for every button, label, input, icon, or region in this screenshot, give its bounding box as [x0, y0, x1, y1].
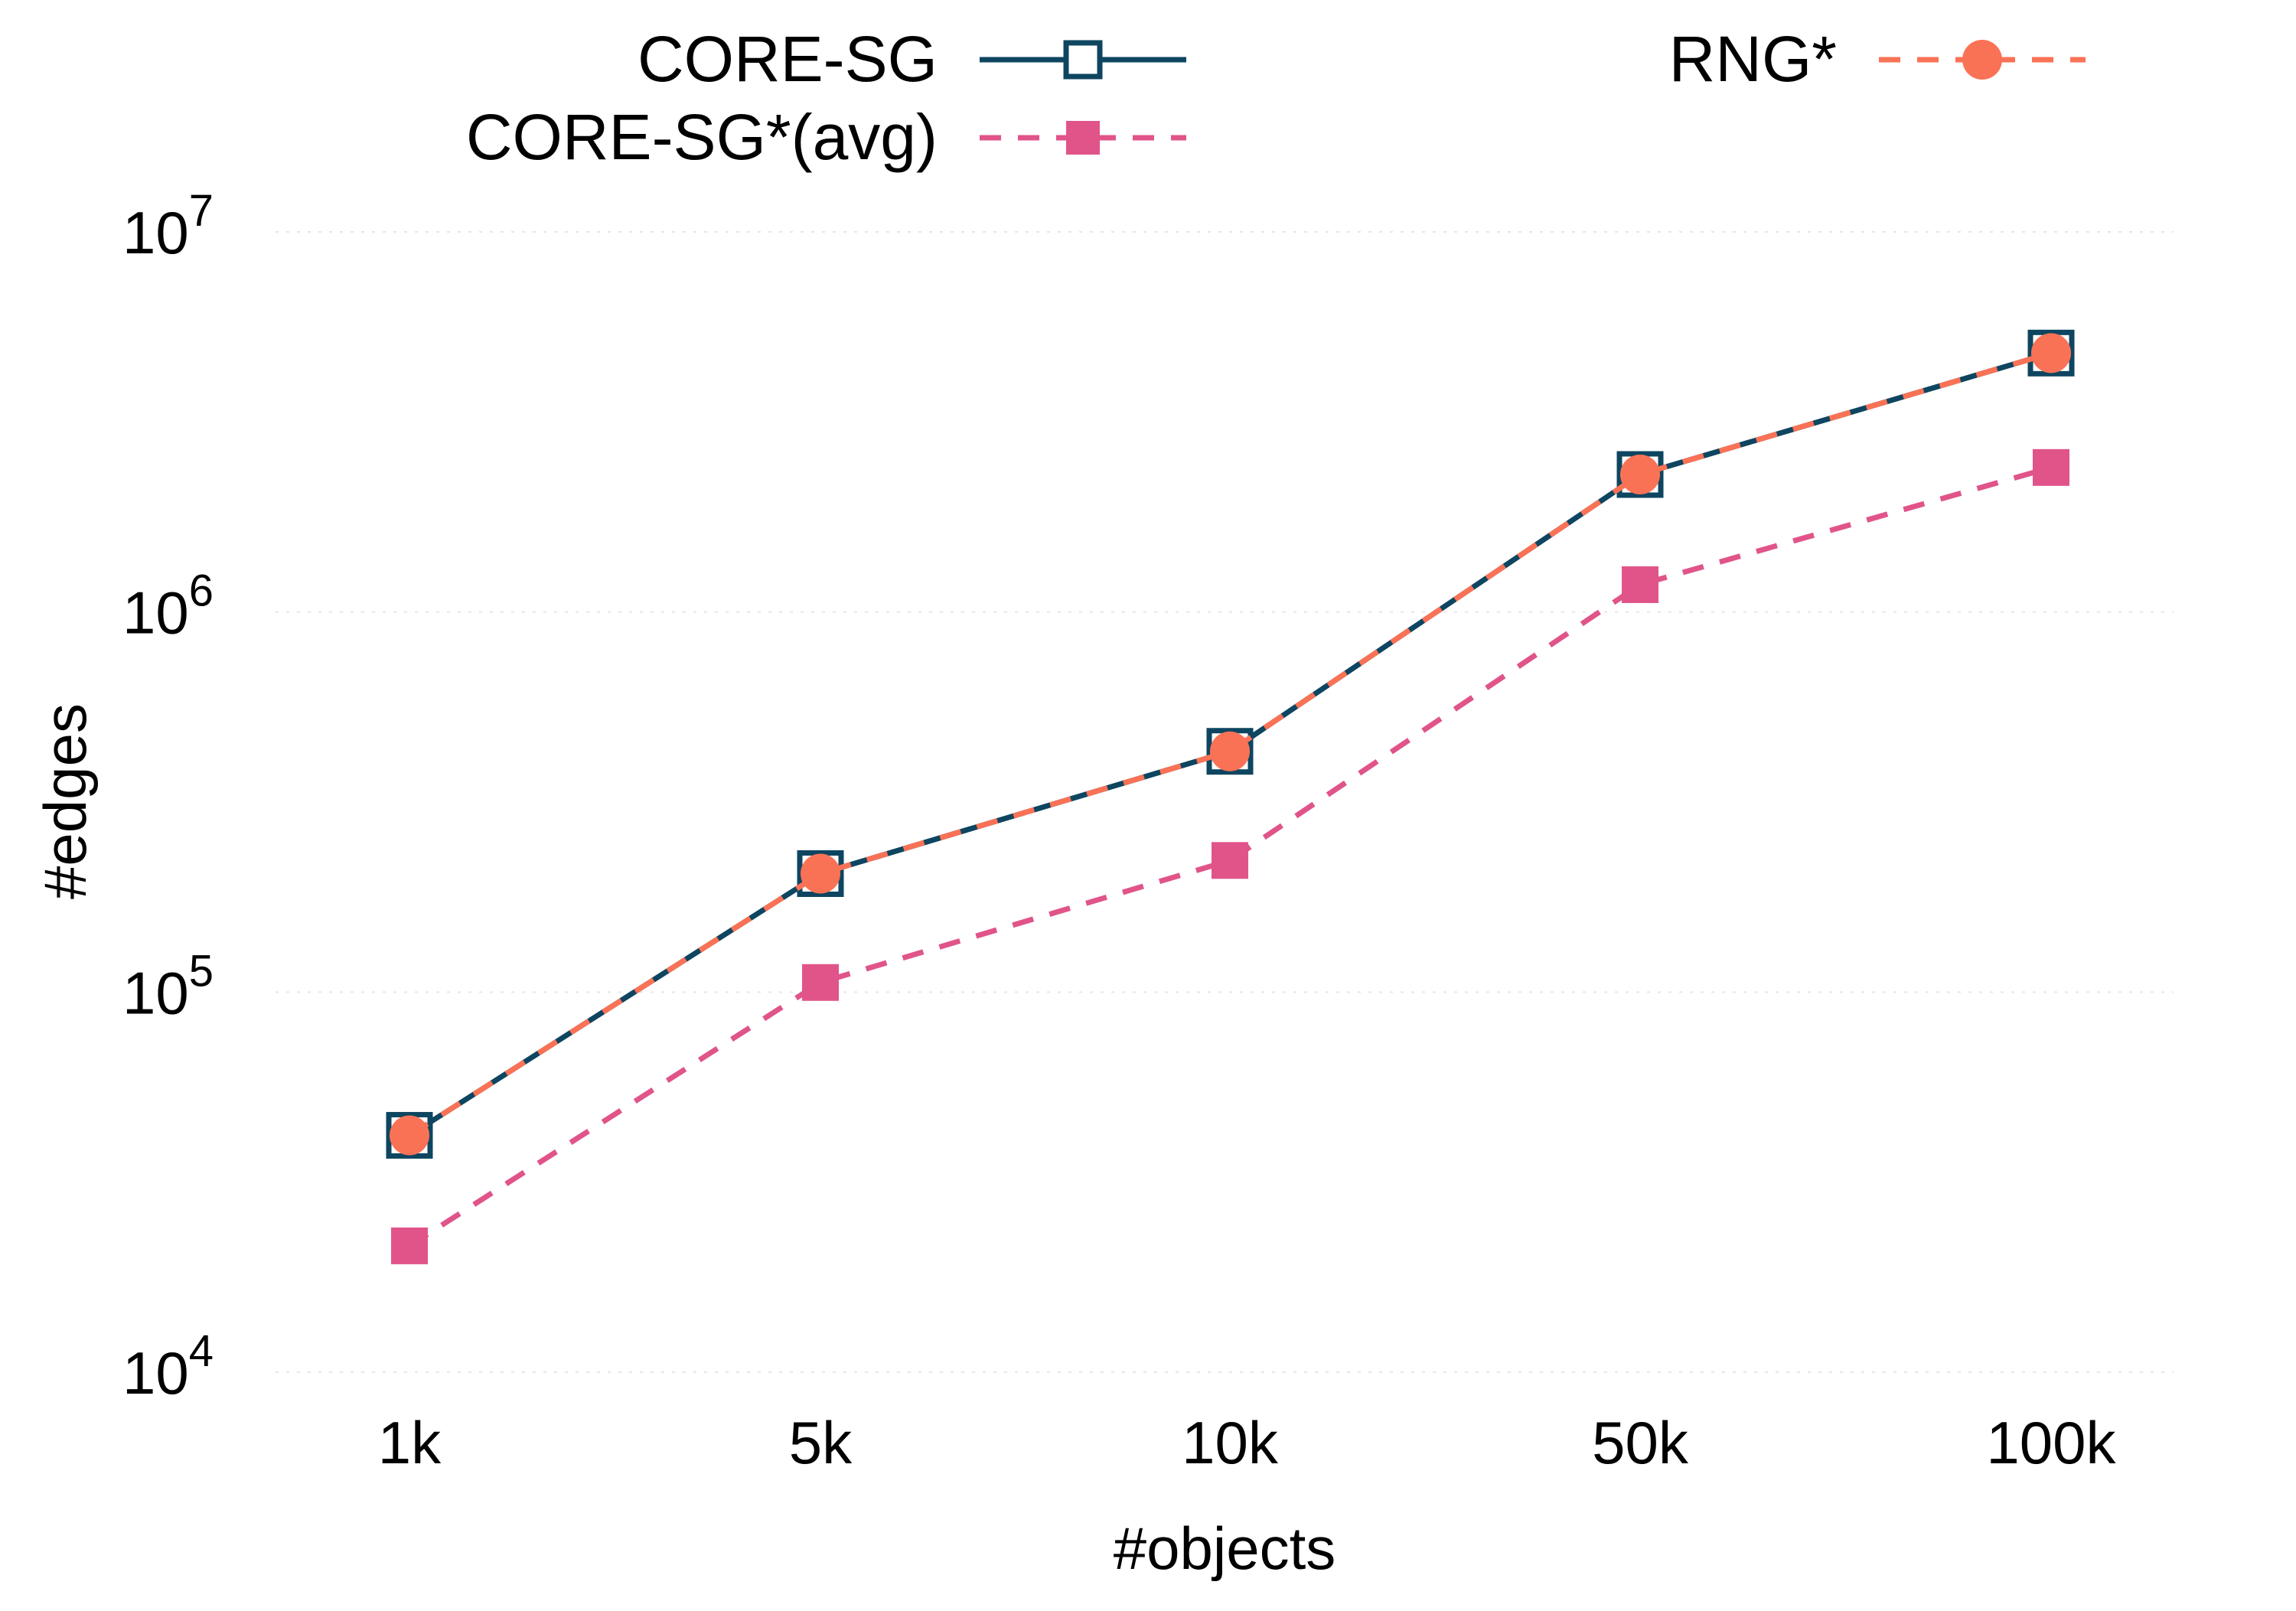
data-point [390, 1115, 429, 1156]
y-tick-exponent: 4 [189, 1326, 214, 1376]
legend-entry: RNG* [1669, 23, 2086, 95]
legend-entry: CORE-SG [638, 23, 1186, 95]
legend-label: CORE-SG [638, 23, 938, 95]
y-tick-base: 10 [122, 959, 189, 1026]
y-tick-label: 107 [122, 186, 214, 266]
x-tick-label: 50k [1592, 1409, 1689, 1476]
y-tick-base: 10 [122, 579, 189, 647]
y-tick-base: 10 [122, 1339, 189, 1407]
x-tick-label: 10k [1182, 1409, 1279, 1476]
legend-label: RNG* [1669, 23, 1837, 95]
y-axis-title: #edges [31, 703, 99, 899]
x-tick-label: 5k [789, 1409, 853, 1476]
legend-entry: CORE-SG*(avg) [466, 101, 1186, 173]
y-tick-label: 104 [122, 1326, 214, 1407]
legend-label: CORE-SG*(avg) [466, 101, 938, 173]
legend-marker [1066, 121, 1100, 155]
y-tick-exponent: 7 [189, 186, 214, 236]
series-line [408, 465, 2052, 1248]
data-point [1622, 566, 1658, 603]
data-point [802, 964, 839, 1001]
data-point [391, 1227, 428, 1264]
series-line [408, 350, 2052, 1138]
y-tick-label: 105 [122, 946, 214, 1026]
data-point [2031, 333, 2071, 373]
legend-marker [1063, 40, 1103, 80]
x-tick-label: 100k [1986, 1409, 2116, 1476]
series-core-sg-avg- [391, 448, 2069, 1264]
y-tick-label: 106 [122, 566, 214, 647]
x-axis-title: #objects [1114, 1515, 1336, 1582]
data-point [1210, 731, 1250, 771]
legend-marker [1962, 40, 2002, 80]
data-point [801, 853, 840, 894]
series-layer [386, 329, 2075, 1264]
y-tick-exponent: 5 [189, 946, 214, 996]
data-point [1212, 842, 1248, 879]
y-tick-exponent: 6 [189, 566, 214, 616]
y-tick-base: 10 [122, 199, 189, 266]
series-rng- [390, 333, 2071, 1156]
data-point [1620, 455, 1660, 495]
data-point [2033, 448, 2069, 486]
x-tick-label: 1k [378, 1409, 442, 1476]
